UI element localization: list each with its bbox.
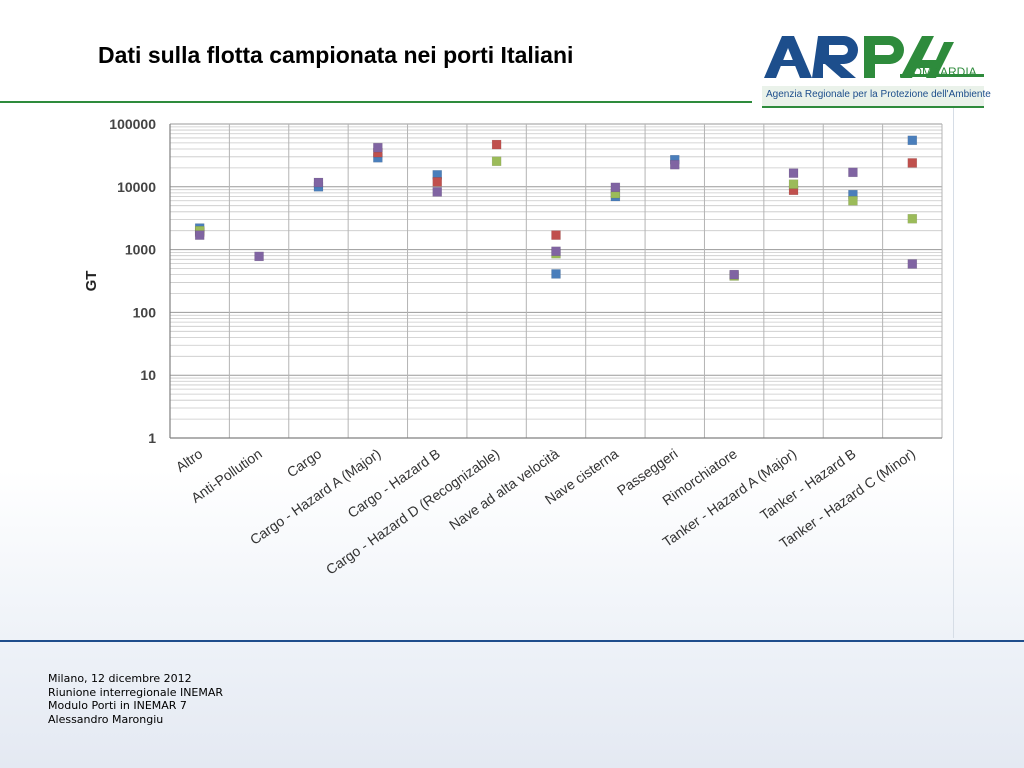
logo-region: LOMBARDIA: [906, 65, 977, 79]
footer: Milano, 12 dicembre 2012 Riunione interr…: [48, 672, 223, 726]
data-point-series-3: [907, 213, 918, 224]
data-point-series-3: [788, 179, 799, 189]
data-point-series-4: [848, 167, 858, 178]
plot-area: [170, 124, 942, 438]
y-tick-label: 1: [148, 430, 156, 446]
data-point-series-4: [313, 177, 324, 188]
arpa-logo: LOMBARDIA: [764, 36, 984, 79]
footer-line-meeting: Riunione interregionale INEMAR: [48, 685, 224, 699]
x-tick-label: Altro: [173, 445, 206, 475]
y-tick-label: 100: [133, 304, 157, 320]
data-point-series-4: [729, 269, 739, 280]
y-axis-title: GT: [83, 271, 100, 292]
footer-line-date: Milano, 12 dicembre 2012: [48, 672, 192, 685]
data-point-series-2: [551, 230, 561, 240]
y-tick-label: 10000: [117, 179, 156, 195]
x-tick-label: Cargo: [284, 445, 325, 480]
data-point-series-4: [254, 251, 264, 262]
slide-title: Dati sulla flotta campionata nei porti I…: [98, 42, 574, 68]
data-point-series-4: [432, 187, 442, 197]
title-divider: [0, 101, 752, 103]
logo-subtitle: Agenzia Regionale per la Protezione dell…: [766, 89, 991, 100]
y-tick-label: 100000: [109, 116, 156, 132]
data-point-series-2: [432, 177, 442, 187]
y-tick-label: 10: [140, 367, 156, 383]
data-point-series-3: [848, 195, 858, 206]
data-point-series-4: [373, 142, 383, 153]
gt-scatter-chart: 110100100010000100000GTAltroAnti-Polluti…: [83, 116, 943, 578]
logo-subtitle-band: [762, 86, 984, 108]
footer-line-author: Alessandro Marongiu: [48, 712, 164, 726]
y-tick-label: 1000: [125, 242, 156, 258]
data-point-series-4: [788, 168, 799, 178]
data-point-series-4: [551, 246, 561, 257]
data-point-series-4: [670, 159, 680, 170]
data-point-series-4: [610, 182, 621, 193]
footer-divider: [0, 640, 1024, 642]
x-tick-label: Nave ad alta velocità: [446, 445, 562, 533]
data-point-series-1: [907, 135, 918, 146]
data-point-series-3: [491, 156, 502, 167]
footer-line-module: Modulo Porti in INEMAR 7: [48, 699, 187, 712]
data-point-series-2: [491, 139, 502, 150]
data-point-series-4: [907, 259, 918, 269]
data-point-series-1: [551, 269, 561, 279]
data-point-series-4: [194, 230, 205, 240]
right-divider: [953, 108, 954, 638]
data-point-series-2: [907, 158, 918, 168]
